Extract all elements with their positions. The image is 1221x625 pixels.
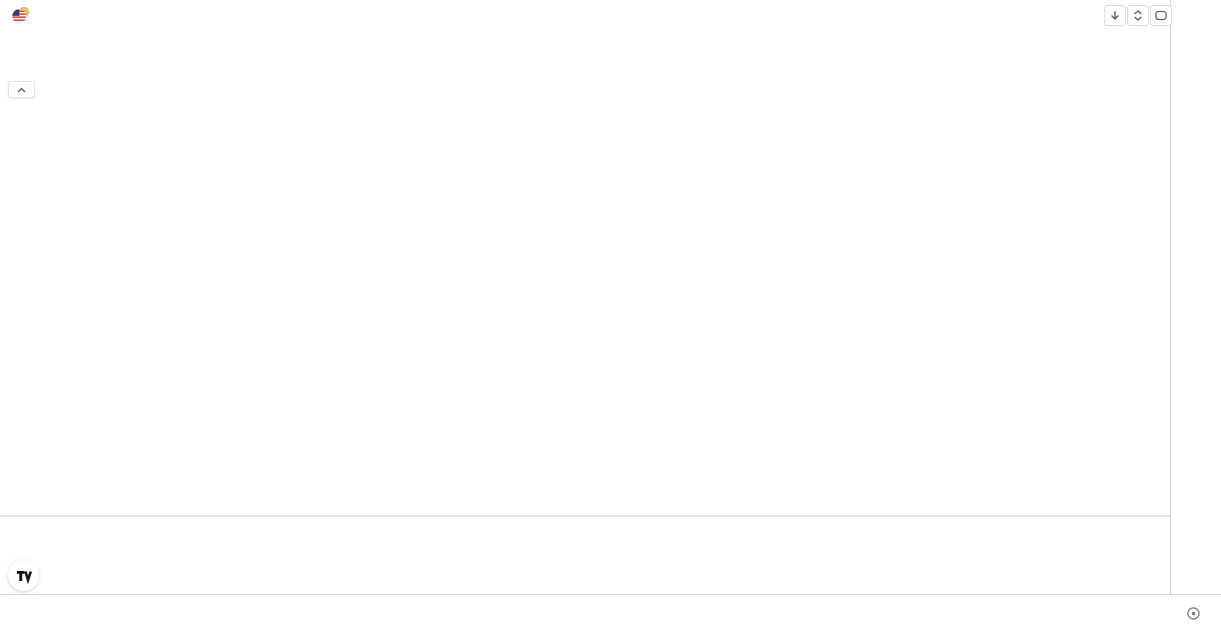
time-axis[interactable] — [0, 594, 1221, 625]
arrow-down-icon — [1111, 11, 1119, 20]
ichimoku-legend[interactable] — [8, 62, 26, 78]
chevron-up-icon — [17, 87, 26, 92]
spread-display — [58, 31, 80, 59]
maximize-pane-button[interactable] — [1127, 5, 1149, 26]
tradingview-logo[interactable] — [8, 560, 39, 591]
double-chevron-icon — [1134, 10, 1142, 21]
sell-bid-button[interactable] — [8, 31, 58, 59]
pane-separator[interactable] — [0, 515, 1170, 517]
tv-logo-icon — [16, 570, 32, 584]
bid-ask-panel — [8, 31, 130, 59]
scroll-down-button[interactable] — [1104, 5, 1126, 26]
market-status-dot-icon[interactable] — [45, 11, 54, 20]
main-chart-pane[interactable] — [0, 0, 1170, 515]
camera-frame-icon — [1155, 10, 1167, 21]
circle-dot-icon — [1187, 607, 1200, 620]
time-axis-settings-button[interactable] — [1186, 606, 1201, 621]
symbol-flag-icon — [12, 6, 29, 24]
percent-r-pane[interactable] — [0, 517, 1170, 593]
price-axis[interactable] — [1170, 0, 1221, 594]
screenshot-button[interactable] — [1150, 5, 1172, 26]
symbol-legend[interactable] — [6, 4, 98, 26]
buy-ask-button[interactable] — [80, 31, 130, 59]
legend-collapse-button[interactable] — [8, 81, 35, 98]
